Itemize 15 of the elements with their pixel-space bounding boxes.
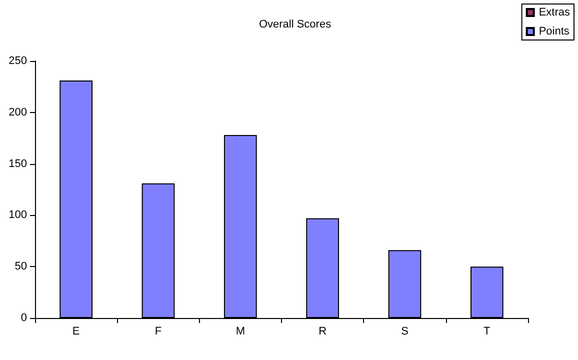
y-tick-label: 100 [8,209,27,222]
y-tick-label: 50 [14,260,27,273]
y-tick-label: 200 [8,106,27,118]
legend-label: Extras [538,6,570,18]
x-tick-label: M [236,326,246,338]
chart-title: Overall Scores [258,18,332,30]
x-tick-label: T [484,326,491,338]
y-tick-label: 150 [8,158,27,170]
legend-label: Points [538,26,570,38]
x-tick-label: S [401,326,408,338]
x-tick-label: F [154,326,162,338]
x-tick-label: R [318,326,327,338]
y-tick-label: 250 [8,55,27,67]
x-tick-label: E [72,326,80,338]
y-tick-label: 0 [20,312,27,324]
